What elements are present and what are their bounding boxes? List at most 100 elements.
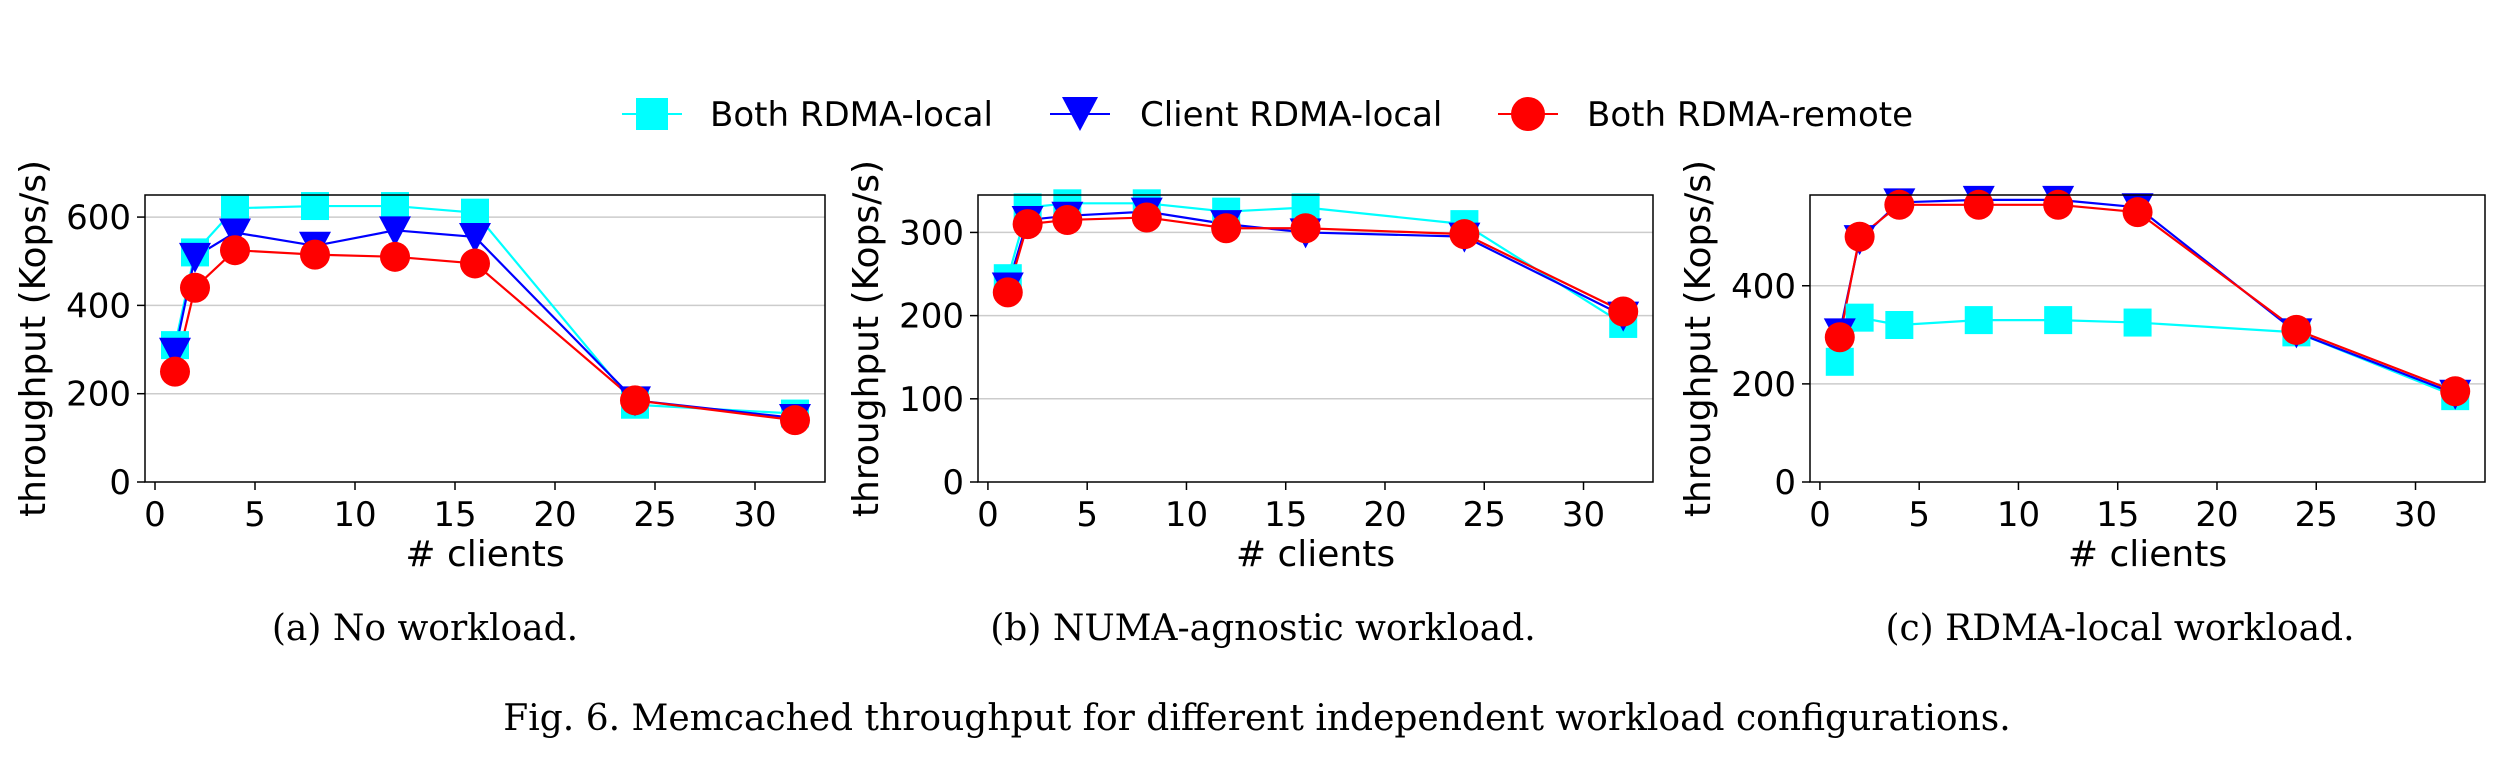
x-tick-label: 30 xyxy=(733,495,776,535)
legend-entry-both-rdma-remote: Both RDMA-remote xyxy=(1498,95,1913,135)
chart-panel-1: 0 200 400 600 0 5 10 15 20 25 30 # clients throughpu… xyxy=(13,160,826,649)
series-line-both-rdma-remote xyxy=(1838,203,2456,393)
data-point xyxy=(1052,204,1083,235)
data-point xyxy=(2044,306,2073,335)
data-point xyxy=(2281,314,2312,345)
data-point xyxy=(620,385,650,416)
data-point xyxy=(220,235,250,266)
series-line-both-rdma-remote xyxy=(173,249,796,422)
data-point xyxy=(379,216,411,247)
x-tick-label: 20 xyxy=(1363,495,1406,535)
y-axis-label: throughput (Kops/s) xyxy=(846,160,887,517)
legend-label-client-rdma-local: Client RDMA-local xyxy=(1140,95,1442,135)
y-tick-label: 400 xyxy=(66,286,131,326)
subfigure-caption: (b) NUMA-agnostic workload. xyxy=(990,608,1536,649)
series-markers-both-rdma-local xyxy=(1825,303,2470,411)
data-point xyxy=(380,241,410,272)
legend-entry-client-rdma-local: Client RDMA-local xyxy=(1050,95,1442,135)
y-tick-label: 300 xyxy=(899,213,964,253)
x-tick-label: 0 xyxy=(977,495,999,535)
x-tick-label: 15 xyxy=(2096,495,2139,535)
x-tick-label: 30 xyxy=(1562,495,1605,535)
data-point xyxy=(381,192,409,221)
data-point xyxy=(160,356,190,387)
series-markers-both-rdma-remote xyxy=(1824,189,2471,407)
legend-marker-triangle-down xyxy=(1062,97,1098,131)
data-point xyxy=(221,194,249,223)
x-tick-label: 5 xyxy=(1908,495,1930,535)
y-axis-label: throughput (Kops/s) xyxy=(1678,160,1719,517)
series-both-rdma-remote xyxy=(173,249,796,422)
x-tick-label: 10 xyxy=(1165,495,1208,535)
x-tick-label: 0 xyxy=(1809,495,1831,535)
data-point xyxy=(219,218,251,249)
data-point xyxy=(461,198,489,227)
data-point xyxy=(1012,209,1043,240)
legend-entry-both-rdma-local: Both RDMA-local xyxy=(622,95,993,135)
x-tick-label: 25 xyxy=(633,495,676,535)
x-tick-label: 30 xyxy=(2394,495,2437,535)
data-point xyxy=(179,242,211,273)
subfigure-caption: (c) RDMA-local workload. xyxy=(1885,608,2354,649)
x-axis-label: # clients xyxy=(2068,534,2227,575)
data-point xyxy=(1884,189,1915,220)
figure-caption: Fig. 6. Memcached throughput for differe… xyxy=(503,698,2010,739)
series-markers-client-rdma-local xyxy=(159,216,811,434)
data-point xyxy=(1824,322,1855,353)
data-point xyxy=(460,248,490,279)
data-point xyxy=(1211,213,1242,244)
y-tick-label: 200 xyxy=(66,375,131,415)
y-tick-label: 200 xyxy=(899,297,964,337)
y-tick-label: 0 xyxy=(1774,463,1796,503)
plot-frame xyxy=(977,194,1654,483)
y-tick-label: 600 xyxy=(66,198,131,238)
series-markers-both-rdma-remote xyxy=(992,202,1639,327)
data-point xyxy=(1290,213,1321,244)
data-point xyxy=(1449,219,1480,250)
x-tick-label: 5 xyxy=(244,495,266,535)
data-point xyxy=(180,272,210,303)
series-both-rdma-remote xyxy=(1838,203,2456,393)
x-tick-label: 15 xyxy=(433,495,476,535)
data-point xyxy=(1844,221,1875,252)
data-point xyxy=(1963,189,1994,220)
y-tick-label: 200 xyxy=(1731,365,1796,405)
data-point xyxy=(1825,347,1854,376)
data-point xyxy=(459,222,491,253)
x-tick-label: 15 xyxy=(1264,495,1307,535)
data-point xyxy=(2122,197,2153,228)
data-point xyxy=(159,337,191,368)
x-tick-label: 25 xyxy=(2295,495,2338,535)
data-point xyxy=(2043,189,2074,220)
x-tick-label: 0 xyxy=(144,495,166,535)
data-point xyxy=(301,192,329,221)
series-client-rdma-local xyxy=(1838,198,2456,395)
plot-frame xyxy=(144,194,826,483)
x-axis-label: # clients xyxy=(1236,534,1395,575)
legend-marker-circle xyxy=(1511,97,1545,131)
data-point xyxy=(2440,376,2471,407)
x-tick-label: 20 xyxy=(533,495,576,535)
legend-label-both-rdma-remote: Both RDMA-remote xyxy=(1587,95,1913,135)
chart-panel-2: 0 100 200 300 0 5 10 15 20 25 30 # clients throughpu… xyxy=(846,160,1654,649)
x-tick-label: 20 xyxy=(2195,495,2238,535)
y-tick-label: 400 xyxy=(1731,267,1796,307)
data-point xyxy=(1608,296,1639,327)
x-tick-label: 10 xyxy=(333,495,376,535)
data-point xyxy=(1885,311,1914,340)
legend-marker-square xyxy=(636,98,668,130)
chart-panel-3: 0 200 400 0 5 10 15 20 25 30 # clients throughput (… xyxy=(1678,160,2486,649)
subfigure-caption: (a) No workload. xyxy=(272,608,578,649)
x-axis-label: # clients xyxy=(405,534,564,575)
y-axis-label: throughput (Kops/s) xyxy=(13,160,54,517)
data-point xyxy=(300,239,330,270)
x-tick-label: 5 xyxy=(1076,495,1098,535)
series-markers-both-rdma-remote xyxy=(160,235,810,436)
data-point xyxy=(992,277,1023,308)
y-tick-label: 0 xyxy=(109,463,131,503)
y-tick-label: 100 xyxy=(899,380,964,420)
legend-label-both-rdma-local: Both RDMA-local xyxy=(710,95,993,135)
data-point xyxy=(1131,202,1162,233)
legend: Both RDMA-local Client RDMA-local Both R… xyxy=(622,95,1913,135)
